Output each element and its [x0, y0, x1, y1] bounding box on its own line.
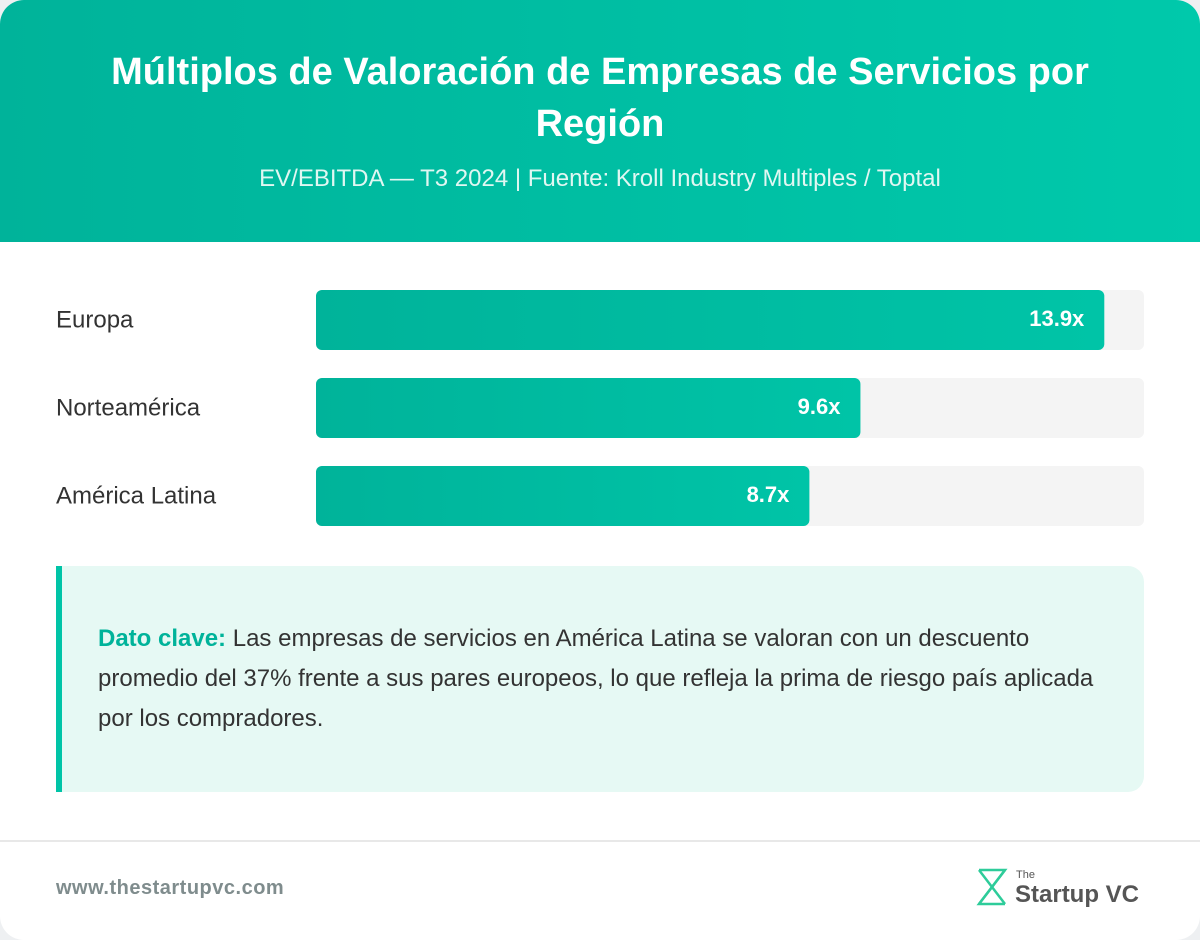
header: Múltiplos de Valoración de Empresas de S… [0, 0, 1200, 242]
chart-subtitle: EV/EBITDA — T3 2024 | Fuente: Kroll Indu… [259, 165, 941, 192]
bar [316, 466, 810, 526]
note-text: Las empresas de servicios en América Lat… [98, 625, 1094, 732]
logo-small: The [1016, 869, 1035, 881]
logo-icon [976, 868, 1008, 906]
footer-url: www.thestartupvc.com [56, 877, 285, 899]
value-label: 9.6x [798, 394, 842, 419]
value-label: 8.7x [747, 482, 791, 507]
bar [316, 290, 1105, 350]
category-label: América Latina [56, 482, 217, 509]
logo-text: Startup VC [1015, 881, 1139, 908]
category-label: Norteamérica [56, 394, 201, 421]
chart: Europa 13.9x Norteamérica 9.6x América Latin… [56, 290, 1144, 526]
logo: The Startup VC [976, 868, 1139, 908]
bar [316, 378, 861, 438]
divider [0, 840, 1200, 842]
key-insight: Dato clave: Las empresas de servicios en… [56, 566, 1144, 792]
category-label: Europa [56, 306, 134, 333]
value-label: 13.9x [1029, 306, 1085, 331]
note-label: Dato clave: [98, 625, 227, 652]
chart-title: Múltiplos de Valoración de Empresas de S… [111, 51, 1089, 145]
